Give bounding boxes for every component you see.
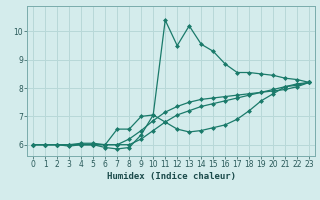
- X-axis label: Humidex (Indice chaleur): Humidex (Indice chaleur): [107, 172, 236, 181]
